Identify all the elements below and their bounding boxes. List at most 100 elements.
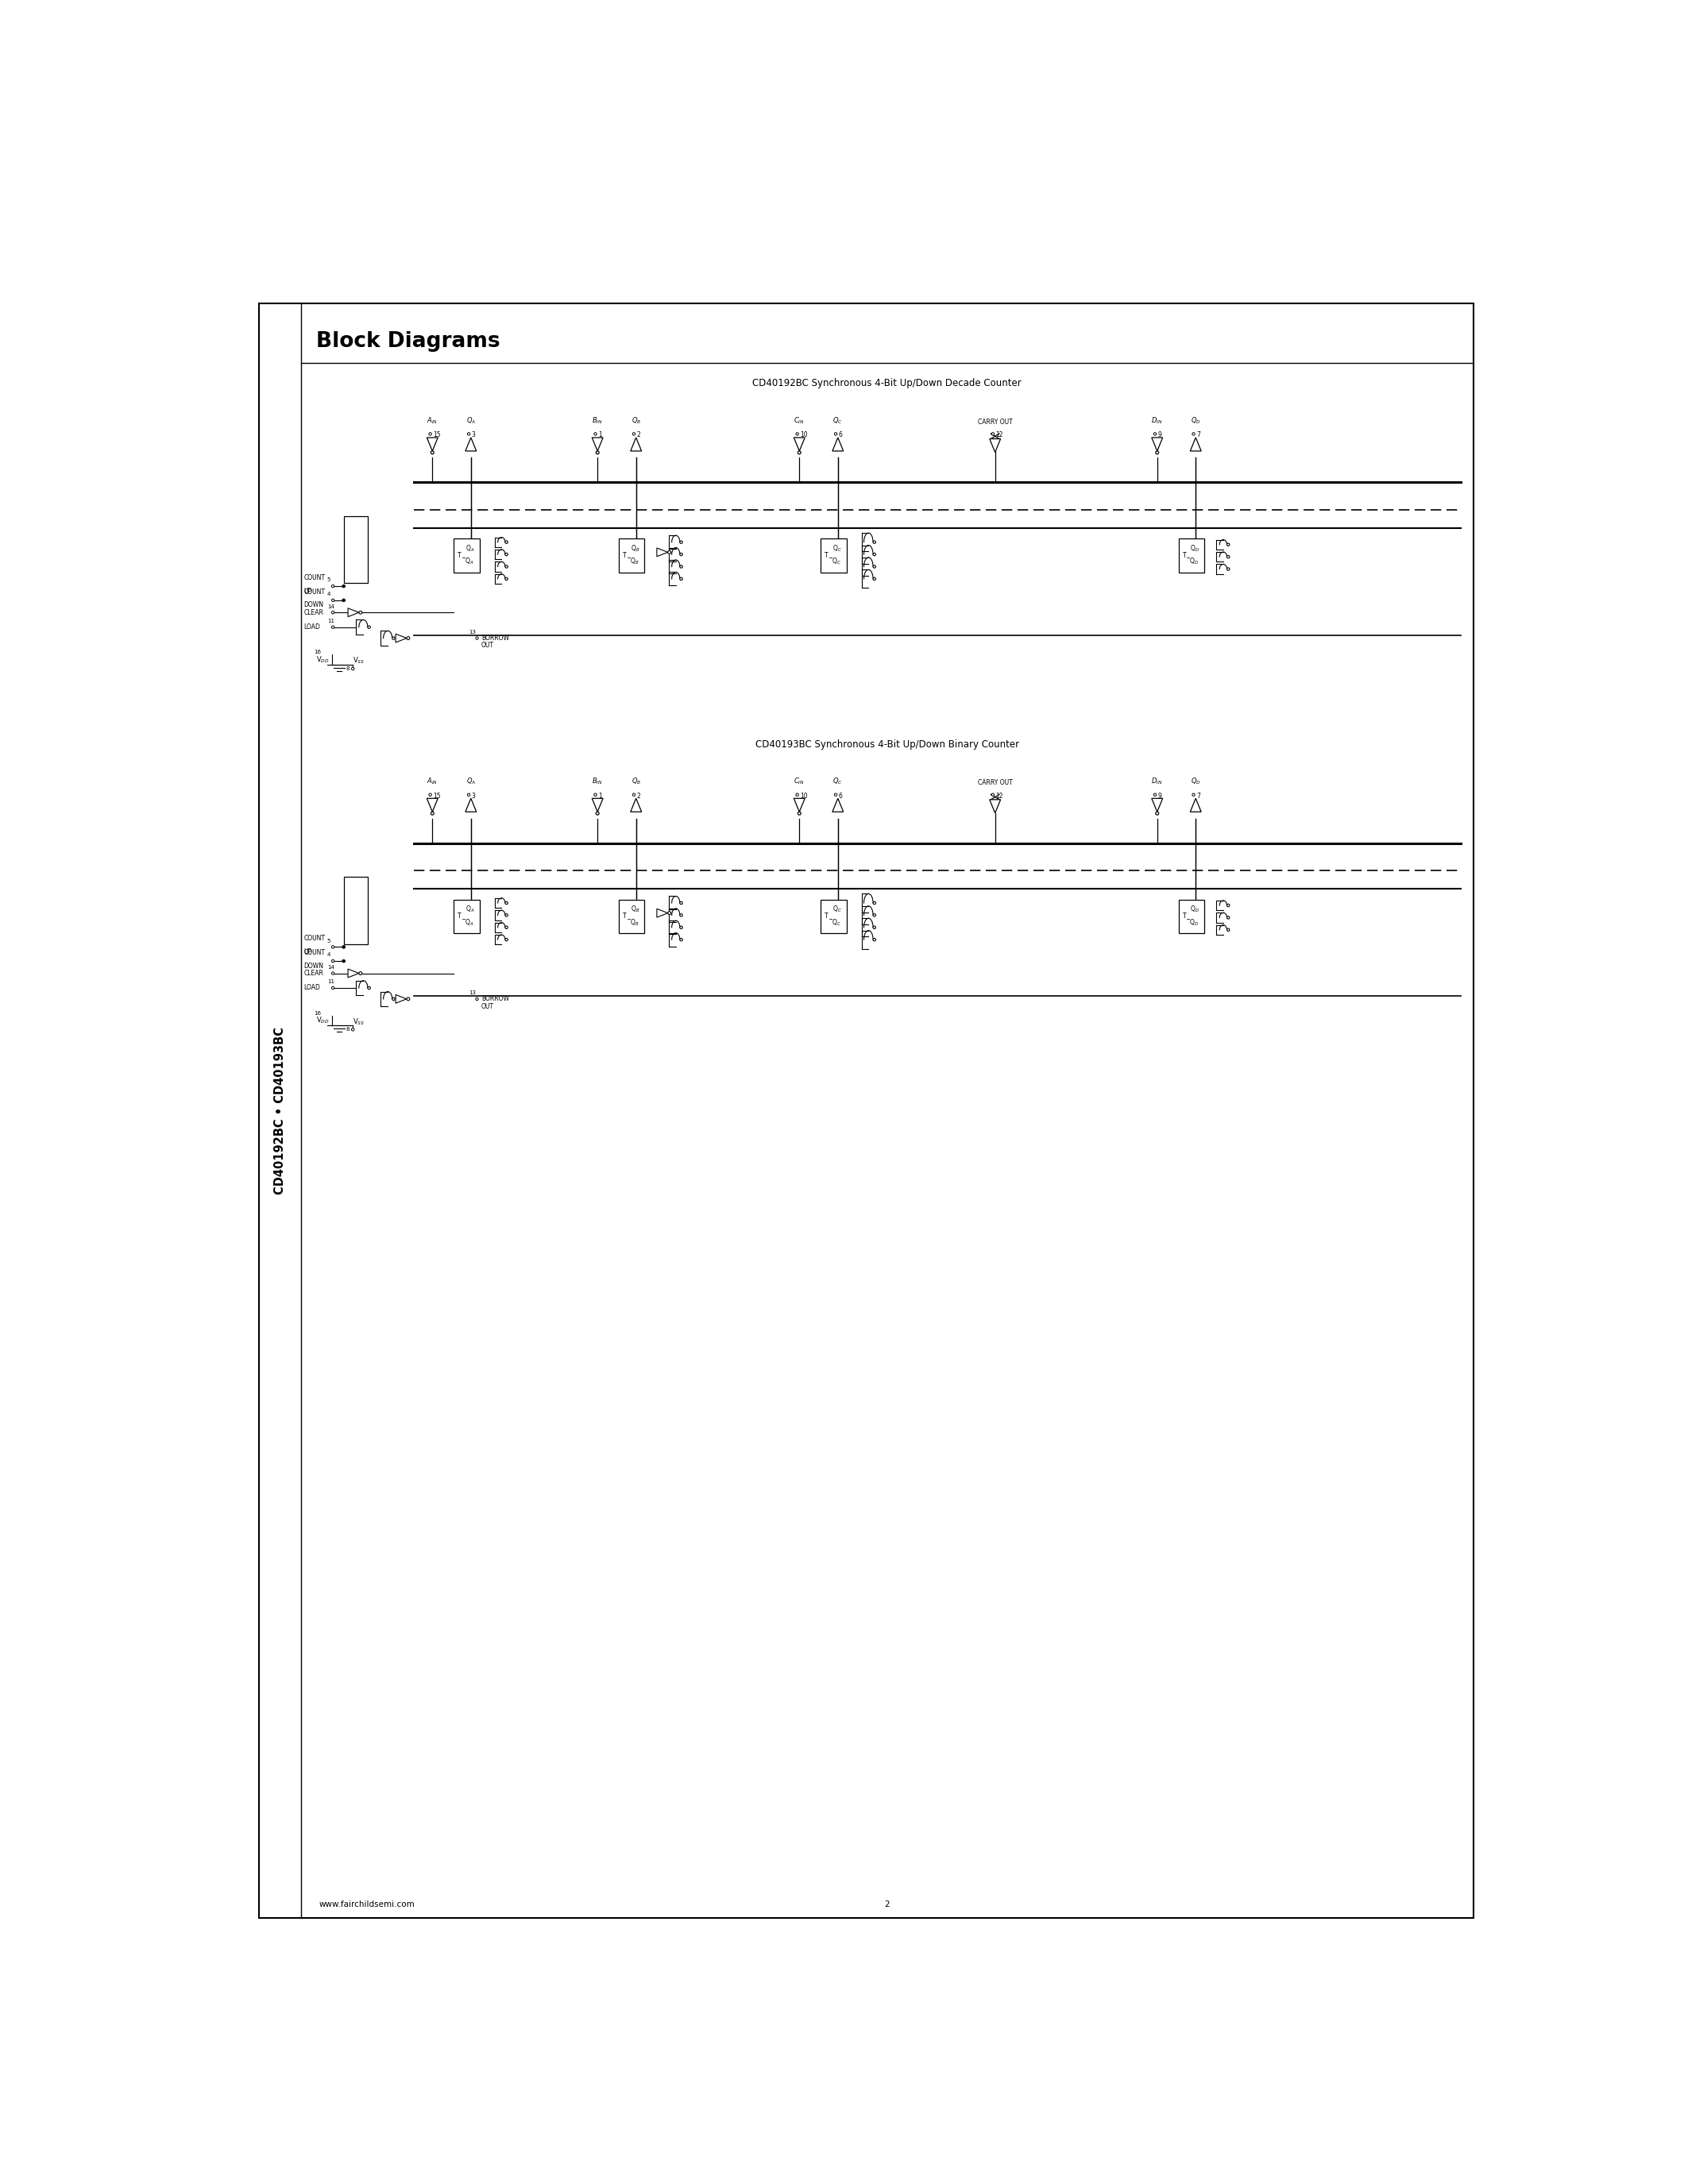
Text: OUT: OUT (481, 642, 495, 649)
Text: T: T (457, 913, 461, 919)
Circle shape (476, 998, 478, 1000)
Circle shape (343, 959, 346, 963)
Bar (619, 539, 645, 572)
Text: V$_{DD}$: V$_{DD}$ (316, 655, 329, 664)
Text: Q$_B$: Q$_B$ (631, 775, 641, 786)
Text: 2: 2 (885, 1900, 890, 1909)
Text: 11: 11 (327, 618, 334, 622)
Circle shape (468, 793, 469, 795)
Text: ̅Q$_A$: ̅Q$_A$ (463, 917, 474, 928)
Text: 3: 3 (471, 793, 476, 799)
Circle shape (873, 542, 876, 544)
Polygon shape (793, 799, 805, 812)
Circle shape (343, 585, 346, 587)
Circle shape (343, 946, 346, 948)
Circle shape (873, 913, 876, 917)
Text: 9: 9 (1158, 432, 1161, 439)
Circle shape (351, 1029, 354, 1031)
Polygon shape (989, 439, 1001, 452)
Polygon shape (348, 607, 360, 616)
Text: 2: 2 (636, 432, 640, 439)
Circle shape (594, 793, 596, 795)
Polygon shape (631, 799, 641, 812)
Circle shape (505, 939, 508, 941)
Circle shape (343, 598, 346, 603)
Circle shape (873, 577, 876, 581)
Text: 3: 3 (471, 432, 476, 439)
Text: LOAD: LOAD (304, 625, 321, 631)
Text: 2: 2 (636, 793, 640, 799)
Text: OUT: OUT (481, 1002, 495, 1009)
Circle shape (680, 553, 682, 555)
Text: Block Diagrams: Block Diagrams (316, 332, 500, 352)
Bar (1178, 900, 1204, 933)
Circle shape (594, 432, 596, 435)
Text: V$_{DD}$: V$_{DD}$ (316, 1016, 329, 1024)
Text: 6: 6 (839, 793, 842, 799)
Polygon shape (832, 437, 844, 452)
Circle shape (476, 638, 478, 640)
Polygon shape (348, 970, 360, 978)
Bar (619, 900, 645, 933)
Text: 14: 14 (327, 965, 334, 970)
Circle shape (1156, 812, 1158, 815)
Circle shape (668, 550, 670, 555)
Circle shape (430, 452, 434, 454)
Bar (344, 876, 368, 943)
Circle shape (1227, 544, 1229, 546)
Circle shape (368, 627, 370, 629)
Text: V$_{SS}$: V$_{SS}$ (353, 655, 365, 666)
Text: 9: 9 (1158, 793, 1161, 799)
Text: UP: UP (304, 587, 312, 594)
Polygon shape (1151, 799, 1163, 812)
Circle shape (505, 542, 508, 544)
Text: B$_{IN}$: B$_{IN}$ (592, 415, 603, 426)
Polygon shape (592, 437, 603, 452)
Text: BORROW: BORROW (481, 636, 510, 642)
Polygon shape (631, 437, 641, 452)
Text: 15: 15 (432, 793, 441, 799)
Circle shape (795, 432, 798, 435)
Polygon shape (427, 799, 437, 812)
Circle shape (1153, 432, 1156, 435)
Text: CD40192BC • CD40193BC: CD40192BC • CD40193BC (273, 1026, 285, 1195)
Text: 13: 13 (469, 629, 476, 633)
Text: V$_{SS}$: V$_{SS}$ (353, 1016, 365, 1026)
Circle shape (834, 793, 837, 795)
Circle shape (1192, 793, 1195, 795)
Text: COUNT: COUNT (304, 950, 326, 957)
Polygon shape (1190, 799, 1202, 812)
Text: ̅Q$_D$: ̅Q$_D$ (1187, 917, 1200, 928)
Text: B$_{IN}$: B$_{IN}$ (592, 775, 603, 786)
Circle shape (680, 566, 682, 568)
Circle shape (407, 638, 410, 640)
Polygon shape (395, 633, 407, 642)
Text: Q$_C$: Q$_C$ (832, 415, 842, 426)
Circle shape (429, 432, 432, 435)
Text: 8: 8 (346, 1026, 349, 1031)
Text: 10: 10 (800, 432, 807, 439)
Text: Q$_A$: Q$_A$ (466, 775, 476, 786)
Circle shape (331, 585, 334, 587)
Text: Q$_C$: Q$_C$ (832, 775, 842, 786)
Text: ̅Q$_C$: ̅Q$_C$ (829, 557, 842, 566)
Polygon shape (989, 799, 1001, 812)
Circle shape (596, 812, 599, 815)
Text: 13: 13 (469, 992, 476, 996)
Polygon shape (466, 437, 476, 452)
Polygon shape (657, 909, 668, 917)
Circle shape (680, 926, 682, 928)
Circle shape (1227, 904, 1229, 906)
Text: Q$_A$: Q$_A$ (466, 904, 474, 913)
Text: 1: 1 (598, 432, 603, 439)
Circle shape (331, 612, 334, 614)
Circle shape (1153, 793, 1156, 795)
Text: COUNT: COUNT (304, 587, 326, 596)
Text: 16: 16 (314, 1011, 321, 1016)
Circle shape (668, 911, 670, 915)
Circle shape (991, 793, 994, 795)
Text: D$_{IN}$: D$_{IN}$ (1151, 775, 1163, 786)
Text: 10: 10 (800, 793, 807, 799)
Text: ̅Q$_C$: ̅Q$_C$ (829, 917, 842, 928)
Circle shape (633, 793, 635, 795)
